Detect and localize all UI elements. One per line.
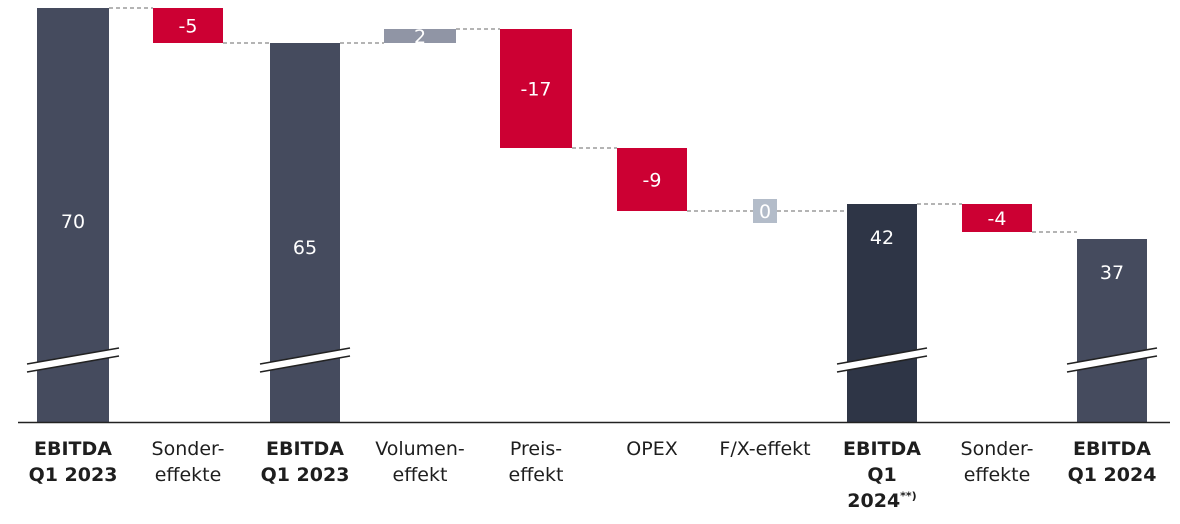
data-label: -4 <box>988 208 1007 230</box>
axis-break-line <box>26 347 120 365</box>
data-label: -5 <box>179 16 198 38</box>
x-tick-label: OPEX <box>597 436 707 462</box>
axis-break-line <box>836 347 928 365</box>
bar <box>384 29 456 43</box>
x-tick-label-line: EBITDA <box>843 438 921 460</box>
axis-break-gap <box>1067 348 1157 372</box>
x-tick-label: EBITDA Q1 2023 <box>250 436 360 488</box>
axis-break-gap <box>27 348 119 372</box>
axis-break-line <box>259 347 351 365</box>
x-tick-label-line: Q1 <box>867 464 897 486</box>
x-tick-label: EBITDA Q1 2024**) <box>827 436 937 514</box>
x-tick-label-line: EBITDA <box>34 438 112 460</box>
axis-break-gap <box>837 348 927 372</box>
data-label: 65 <box>293 237 317 259</box>
x-tick-label-line: Volumen- <box>375 438 465 460</box>
data-label: 70 <box>61 211 85 233</box>
axis-break-line <box>26 355 120 373</box>
axis-break-line <box>1066 347 1158 365</box>
bar <box>1077 239 1147 422</box>
bar <box>847 204 917 422</box>
x-tick-label-line: Preis- <box>509 438 563 460</box>
x-tick-label: Volumen-effekt <box>365 436 475 488</box>
bar <box>153 8 223 43</box>
x-tick-label-line: Q1 2023 <box>28 464 118 486</box>
axis-break-line <box>836 355 928 373</box>
x-tick-label-line: Sonder- <box>151 438 225 460</box>
bar <box>617 148 687 211</box>
data-label: -9 <box>643 170 662 192</box>
bar <box>753 199 777 223</box>
x-tick-label: EBITDA Q1 2023 <box>18 436 128 488</box>
x-tick-label-line: effekt <box>392 464 448 486</box>
x-tick-label-line: effekte <box>963 464 1031 486</box>
axis-break-gap <box>260 348 350 372</box>
axis-break-line <box>1066 355 1158 373</box>
x-tick-label-line: EBITDA <box>1073 438 1151 460</box>
x-tick-label: Sonder-effekte <box>942 436 1052 488</box>
x-tick-label-line: Sonder- <box>960 438 1034 460</box>
x-tick-label-line: 2024**) <box>847 489 917 512</box>
x-tick-label-line: effekte <box>154 464 222 486</box>
x-tick-label: F/X-effekt <box>710 436 820 462</box>
bar <box>500 29 572 148</box>
x-tick-label-line: Q1 2023 <box>260 464 350 486</box>
axis-break-line <box>259 355 351 373</box>
x-tick-label-line: Q1 2024 <box>1067 464 1157 486</box>
x-tick-label-line: F/X-effekt <box>719 438 811 460</box>
footnote-marker: **) <box>900 489 917 503</box>
data-label: 0 <box>759 201 771 223</box>
bar <box>962 204 1032 232</box>
x-tick-label-line: OPEX <box>626 438 678 460</box>
x-tick-label: EBITDA Q1 2024 <box>1057 436 1167 488</box>
data-label: 42 <box>870 227 894 249</box>
x-tick-label: Sonder-effekte <box>133 436 243 488</box>
x-tick-label-line: effekt <box>508 464 564 486</box>
x-tick-label: Preis-effekt <box>481 436 591 488</box>
x-tick-label-line: EBITDA <box>266 438 344 460</box>
data-label: -17 <box>520 79 551 101</box>
data-label: 37 <box>1100 262 1124 284</box>
data-label: 2 <box>414 26 426 48</box>
